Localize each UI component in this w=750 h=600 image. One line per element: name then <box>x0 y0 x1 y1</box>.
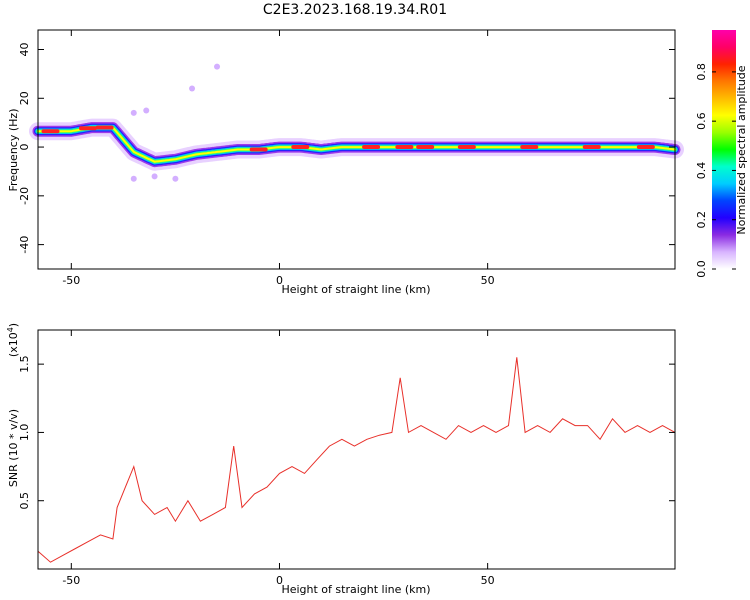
x-tick-label: 0 <box>276 274 283 287</box>
colorbar: 0.0 0.2 0.4 0.6 0.8 Normalized spectral ampl… <box>695 30 748 278</box>
colorbar-tick-label: 0.0 <box>695 260 708 278</box>
snr-frame <box>37 329 676 570</box>
colorbar-tick-label: 0.8 <box>695 63 708 81</box>
snr-panel: -50 0 50 0.5 1.0 1.5 Height of straight line … <box>6 323 676 596</box>
figure-title: C2E3.2023.168.19.34.R01 <box>263 2 447 18</box>
y-tick-label: 20 <box>18 91 31 105</box>
ridge-peak <box>395 145 414 150</box>
colorbar-tick-label: 0.2 <box>695 211 708 229</box>
ridge-peak <box>41 129 60 134</box>
x-tick-label: -50 <box>62 574 80 587</box>
ridge-core <box>37 126 676 163</box>
spectrogram-y-axis-label: Frequency (Hz) <box>7 109 20 192</box>
ridge-peak <box>520 145 539 150</box>
x-tick-label: 0 <box>276 574 283 587</box>
colorbar-ticks: 0.0 0.2 0.4 0.6 0.8 <box>695 63 736 278</box>
y-tick-label: 40 <box>18 43 31 57</box>
spectrogram-ticks: -50 0 50 -40 -20 0 20 40 <box>18 30 675 287</box>
stray-point <box>130 175 137 182</box>
ridge-peak <box>416 145 435 150</box>
y-tick-label: 1.0 <box>18 424 31 442</box>
y-tick-label: 1.5 <box>18 355 31 373</box>
ridge-peak <box>457 145 476 150</box>
x-tick-label: -50 <box>62 274 80 287</box>
colorbar-tick-label: 0.6 <box>695 112 708 130</box>
stray-point <box>130 109 137 116</box>
y-tick-label: -40 <box>18 236 31 254</box>
stray-point <box>151 173 158 180</box>
stray-point <box>189 85 196 92</box>
snr-y-axis-label: SNR (10 * v/v) <box>7 409 20 487</box>
snr-series-line <box>37 357 676 563</box>
spectrogram-frame <box>37 29 676 270</box>
colorbar-label: Normalized spectral amplitude <box>735 65 748 234</box>
stray-point <box>214 63 221 70</box>
spectrogram-heatmap <box>29 63 684 182</box>
x-tick-label: 50 <box>481 274 495 287</box>
ridge-peak <box>249 147 268 152</box>
stray-point <box>172 175 179 182</box>
snr-y-scale-close: ) <box>7 323 20 327</box>
snr-y-scale-exponent: 4 <box>6 327 15 332</box>
ridge-peak <box>291 145 310 150</box>
y-tick-label: -20 <box>18 187 31 205</box>
ridge-peak <box>636 145 655 150</box>
y-tick-label: 0.5 <box>18 492 31 510</box>
snr-ticks: -50 0 50 0.5 1.0 1.5 <box>18 330 675 587</box>
snr-line-layer <box>37 357 676 563</box>
snr-y-scale-label: (x104) <box>6 323 21 357</box>
ridge-peak <box>362 145 381 150</box>
ridge-peak <box>95 125 114 130</box>
x-tick-label: 50 <box>481 574 495 587</box>
spectrogram-x-axis-label: Height of straight line (km) <box>281 283 430 296</box>
y-tick-label: 0 <box>18 144 31 151</box>
colorbar-tick-label: 0.4 <box>695 162 708 180</box>
ridge-peak <box>78 126 97 131</box>
snr-x-axis-label: Height of straight line (km) <box>281 583 430 596</box>
spectrogram-panel: -50 0 50 -40 -20 0 20 40 Height of straight lin… <box>7 29 684 296</box>
ridge-peak <box>582 145 601 150</box>
snr-y-scale-prefix: (x10 <box>7 332 20 357</box>
colorbar-gradient <box>712 30 736 269</box>
stray-point <box>143 107 150 114</box>
